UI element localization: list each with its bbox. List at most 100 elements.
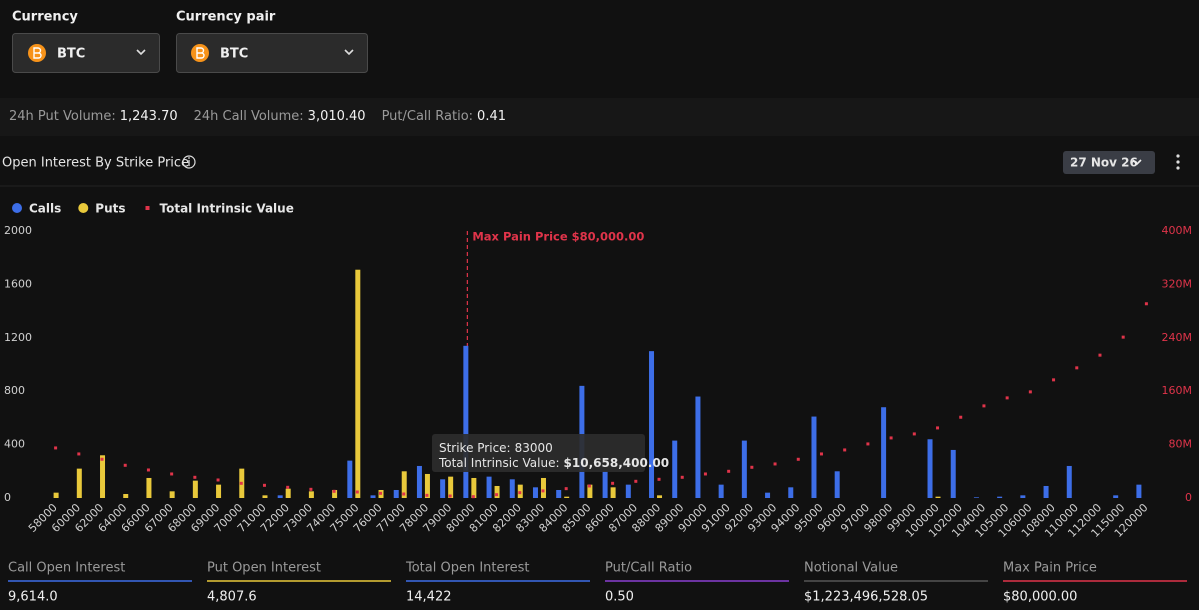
stat-value: 0.41 (477, 109, 506, 124)
bar (463, 345, 469, 498)
bar (540, 477, 546, 498)
bar (625, 484, 631, 498)
summary: Call Open Interest 9,614.0 Put Open Intere… (8, 561, 1187, 605)
bar (765, 492, 771, 498)
intrinsic-point (216, 478, 220, 482)
intrinsic-point (889, 436, 893, 440)
bar (277, 495, 283, 498)
summary-value: 0.50 (605, 590, 634, 605)
btc-glyph (33, 47, 42, 59)
chart-title: Open Interest By Strike Price (2, 156, 189, 171)
summary-value: 4,807.6 (207, 590, 257, 605)
intrinsic-point (448, 494, 452, 498)
intrinsic-point (471, 495, 475, 499)
dropdown-value: BTC (220, 47, 248, 62)
bar (486, 476, 492, 498)
intrinsic-point (982, 404, 986, 408)
intrinsic-point (727, 469, 731, 473)
bar (192, 480, 198, 498)
dropdown[interactable] (12, 33, 160, 73)
bar (610, 487, 616, 498)
bar (76, 468, 82, 498)
intrinsic-point (425, 493, 429, 497)
bar (587, 484, 593, 498)
info-icon[interactable] (182, 155, 196, 169)
y-tick-label: 400 (4, 438, 25, 451)
bar (332, 489, 338, 498)
tooltip-label: Total Intrinsic Value: (438, 456, 560, 470)
stat: 24h Call Volume: 3,010.40 (194, 109, 366, 124)
intrinsic-point (912, 432, 916, 436)
intrinsic-point (332, 489, 336, 493)
legend-label: Calls (29, 202, 61, 216)
bar (1113, 495, 1119, 498)
bar (602, 471, 608, 498)
intrinsic-point (750, 465, 754, 469)
intrinsic-point (773, 462, 777, 466)
y2-tick-label: 160M (1162, 384, 1193, 397)
y2-tick-label: 400M (1162, 224, 1193, 237)
intrinsic-point (866, 442, 870, 446)
intrinsic-point (239, 481, 243, 485)
bar (834, 471, 840, 498)
bar (393, 489, 399, 498)
intrinsic-point (1005, 396, 1009, 400)
y-tick-label: 1600 (4, 277, 32, 290)
bar (649, 351, 655, 498)
bar (811, 416, 817, 498)
tooltip-label: Strike Price: (439, 441, 511, 455)
bar (355, 269, 361, 498)
stats-bar (0, 98, 1199, 136)
bar (440, 479, 446, 498)
intrinsic-point (541, 489, 545, 493)
bar (416, 465, 422, 498)
intrinsic-point (936, 426, 940, 430)
intrinsic-point (680, 475, 684, 479)
annotation: Max Pain Price $80,000.00 (472, 230, 644, 244)
y-tick-label: 1200 (4, 331, 32, 344)
bar (285, 488, 291, 498)
bar (564, 496, 570, 498)
tooltip (431, 434, 645, 472)
btc-glyph (196, 47, 205, 59)
bar (718, 484, 724, 498)
intrinsic-point (262, 483, 266, 487)
intrinsic-point (54, 446, 58, 450)
intrinsic-point (77, 452, 81, 456)
tooltip-line: Strike Price: 83000 (439, 441, 553, 455)
bar (424, 473, 430, 498)
y2-tick-label: 320M (1162, 277, 1193, 290)
tooltip-line: Total Intrinsic Value: $10,658,400.00 (438, 456, 669, 470)
legend-marker (78, 203, 89, 213)
chevron (136, 49, 146, 56)
bar (169, 491, 175, 498)
tooltip-value: $10,658,400.00 (564, 456, 670, 470)
bar (927, 439, 933, 498)
intrinsic-point (170, 472, 174, 476)
intrinsic-point (843, 448, 847, 452)
bar (216, 484, 222, 498)
tooltip-value: 83000 (515, 441, 553, 455)
intrinsic-point (1028, 390, 1032, 394)
summary-value: 9,614.0 (8, 590, 58, 605)
dropdown[interactable] (176, 33, 368, 73)
legend-marker (12, 203, 22, 213)
intrinsic-point (402, 492, 406, 496)
menu-dot[interactable] (1176, 154, 1180, 158)
bar (471, 477, 477, 498)
date-dropdown[interactable] (1063, 151, 1155, 174)
stats: 24h Put Volume: 1,243.70 24h Call Volume: 3… (9, 109, 506, 124)
intrinsic-point (1144, 302, 1148, 306)
bar (370, 495, 376, 498)
intrinsic-point (1075, 366, 1079, 370)
intrinsic-point (1052, 378, 1056, 382)
bar (448, 476, 454, 498)
menu-dot (1176, 166, 1180, 170)
bar (556, 489, 562, 498)
bar (401, 471, 407, 498)
summary-label: Total Open Interest (405, 561, 529, 576)
bar (1043, 485, 1049, 498)
bar (123, 493, 129, 498)
intrinsic-point (193, 475, 197, 479)
